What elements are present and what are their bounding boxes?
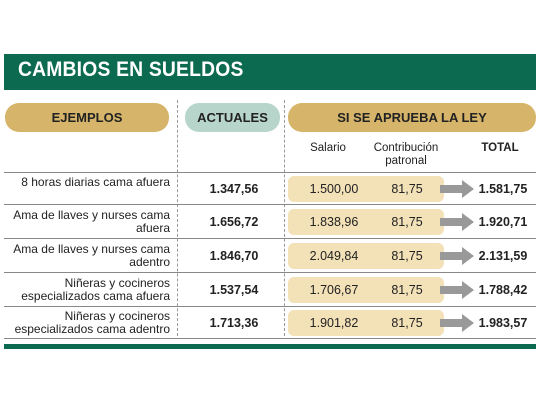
proposed-band bbox=[288, 310, 444, 336]
right-arrow-icon bbox=[440, 247, 474, 265]
row-total: 1.788,42 bbox=[478, 283, 528, 297]
row-contribucion: 81,75 bbox=[391, 283, 423, 297]
row-total: 2.131,59 bbox=[478, 249, 528, 263]
row-label: Ama de llaves y nurses cama afuera bbox=[13, 208, 170, 235]
header-actuales: ACTUALES bbox=[185, 103, 280, 132]
column-divider bbox=[284, 100, 285, 336]
page-title: CAMBIOS EN SUELDOS bbox=[18, 58, 244, 81]
row-actual: 1.656,72 bbox=[209, 215, 259, 229]
table-row: Ama de llaves y nurses cama adentro 1.84… bbox=[4, 240, 536, 272]
row-salario: 1.706,67 bbox=[309, 283, 359, 297]
row-label: Niñeras y cocineros especializados cama … bbox=[21, 276, 170, 303]
proposed-band bbox=[288, 243, 444, 269]
right-arrow-icon bbox=[440, 314, 474, 332]
row-contribucion: 81,75 bbox=[391, 215, 423, 229]
row-salario: 1.838,96 bbox=[309, 215, 359, 229]
row-total: 1.983,57 bbox=[478, 316, 528, 330]
right-arrow-icon bbox=[440, 180, 474, 198]
row-salario: 1.901,82 bbox=[309, 316, 359, 330]
row-actual: 1.347,56 bbox=[209, 182, 259, 196]
row-label: Niñeras y cocineros especializados cama … bbox=[14, 309, 170, 336]
right-arrow-icon bbox=[440, 281, 474, 299]
row-contribucion: 81,75 bbox=[391, 249, 423, 263]
bottom-bar bbox=[4, 344, 536, 349]
table-row: 8 horas diarias cama afuera 1.347,56 1.5… bbox=[4, 173, 536, 205]
row-actual: 1.537,54 bbox=[209, 283, 259, 297]
row-total: 1.920,71 bbox=[478, 215, 528, 229]
proposed-band bbox=[288, 277, 444, 303]
row-divider bbox=[4, 338, 536, 339]
header-ejemplos: EJEMPLOS bbox=[5, 103, 169, 132]
row-contribucion: 81,75 bbox=[391, 182, 423, 196]
row-total: 1.581,75 bbox=[478, 182, 528, 196]
subheader-salario: Salario bbox=[310, 142, 346, 154]
row-contribucion: 81,75 bbox=[391, 316, 423, 330]
header-si-se-aprueba: SI SE APRUEBA LA LEY bbox=[288, 103, 536, 132]
right-arrow-icon bbox=[440, 213, 474, 231]
table-row: Niñeras y cocineros especializados cama … bbox=[4, 307, 536, 339]
row-divider bbox=[4, 172, 536, 173]
column-divider bbox=[177, 100, 178, 336]
table-row: Ama de llaves y nurses cama afuera 1.656… bbox=[4, 206, 536, 238]
table-row: Niñeras y cocineros especializados cama … bbox=[4, 274, 536, 306]
proposed-band bbox=[288, 209, 444, 235]
row-salario: 1.500,00 bbox=[309, 182, 359, 196]
row-divider bbox=[4, 306, 536, 307]
row-divider bbox=[4, 204, 536, 205]
row-divider bbox=[4, 272, 536, 273]
row-actual: 1.713,36 bbox=[209, 316, 259, 330]
row-divider bbox=[4, 238, 536, 239]
row-salario: 2.049,84 bbox=[309, 249, 359, 263]
subheader-contribucion: Contribución patronal bbox=[373, 142, 439, 167]
row-label: Ama de llaves y nurses cama adentro bbox=[13, 242, 170, 269]
proposed-band bbox=[288, 176, 444, 202]
subheader-total: TOTAL bbox=[481, 142, 519, 154]
row-label: 8 horas diarias cama afuera bbox=[21, 175, 170, 189]
title-bar: CAMBIOS EN SUELDOS bbox=[4, 54, 536, 90]
row-actual: 1.846,70 bbox=[209, 249, 259, 263]
